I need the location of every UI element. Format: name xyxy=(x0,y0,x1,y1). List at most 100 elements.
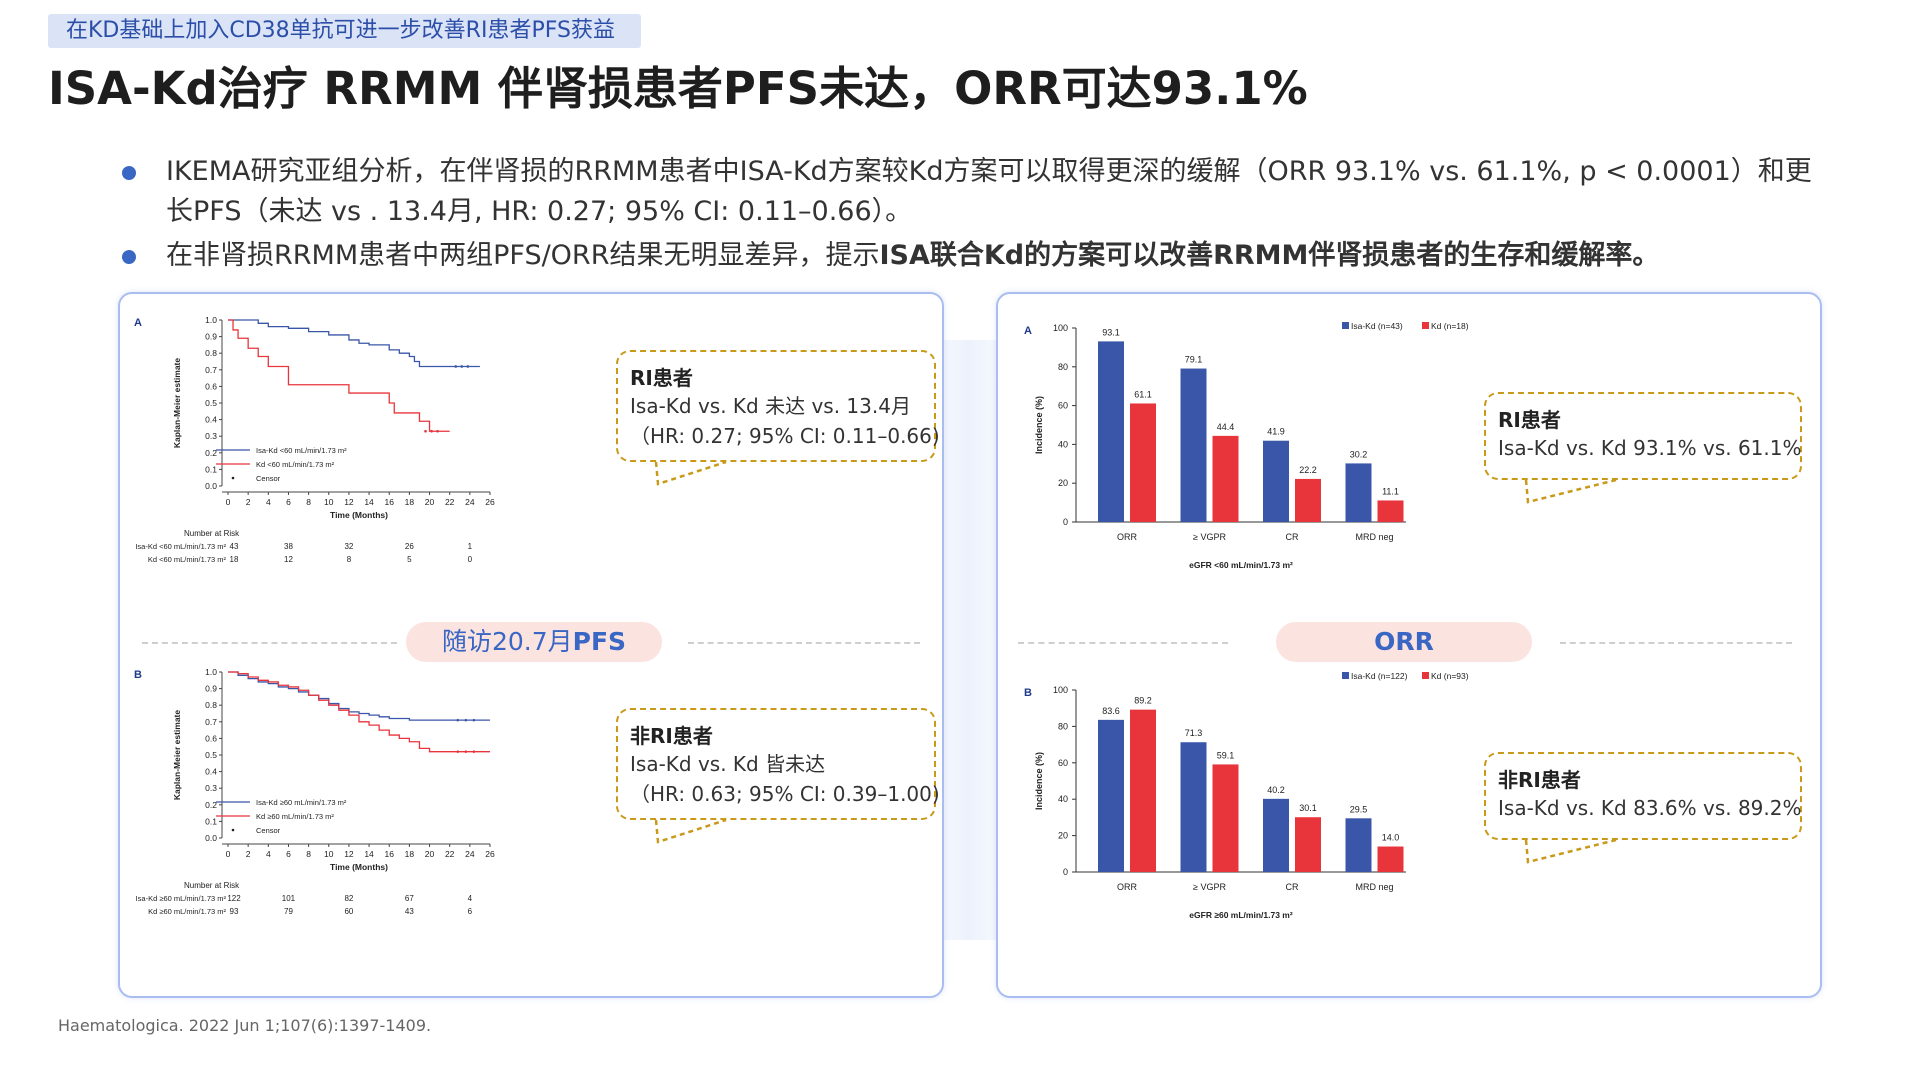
censor-mark xyxy=(436,429,439,433)
panel-connector xyxy=(940,340,996,940)
censor-mark xyxy=(460,365,464,368)
category-label: ≥ VGPR xyxy=(1193,882,1226,892)
divider-right xyxy=(688,642,920,644)
risk-value: 32 xyxy=(344,542,353,551)
category-label: MRD neg xyxy=(1355,882,1393,892)
y-tick-label: 0.9 xyxy=(205,332,217,342)
x-axis-title: Time (Months) xyxy=(330,862,388,872)
censor-mark xyxy=(456,718,460,722)
category-label: CR xyxy=(1286,532,1299,542)
km-curve-isa-kd xyxy=(228,319,480,368)
y-tick-label: 0.5 xyxy=(205,750,217,760)
legend-censor-icon xyxy=(231,828,235,832)
callout-heading: 非RI患者 xyxy=(630,724,713,748)
bar-kd xyxy=(1377,500,1404,522)
y-tick-label: 0.1 xyxy=(205,464,217,474)
risk-value: 43 xyxy=(405,907,414,916)
orr-pill: ORR xyxy=(1276,622,1532,662)
y-tick-label: 0.2 xyxy=(205,448,217,458)
bar-kd xyxy=(1295,478,1321,522)
x-axis-title: eGFR ≥60 mL/min/1.73 m² xyxy=(1189,910,1293,920)
risk-value: 82 xyxy=(344,894,353,903)
orr-panel: A 0 20 40 60 80 100 Incidence (%) 93.1 61.1 ORR 79.… xyxy=(996,292,1822,998)
y-tick-label: 0.4 xyxy=(205,415,217,425)
censor-mark xyxy=(472,718,476,722)
callout-heading: RI患者 xyxy=(630,366,693,390)
x-tick-label: 2 xyxy=(246,849,251,859)
callout-tail xyxy=(654,462,727,486)
bar-kd xyxy=(1295,817,1321,872)
category-label: CR xyxy=(1286,882,1299,892)
x-tick-label: 22 xyxy=(445,497,455,507)
callout-ri-pfs: RI患者 Isa-Kd vs. Kd 未达 vs. 13.4月 （HR: 0.2… xyxy=(616,350,940,462)
callout-heading: RI患者 xyxy=(1498,408,1561,432)
km-curve-kd xyxy=(228,671,490,753)
bar-isa-kd xyxy=(1098,341,1124,522)
risk-value: 101 xyxy=(282,894,296,903)
bullet-text-2-bold: ISA联合Kd的方案可以改善RRMM伴肾损患者的生存和缓解率。 xyxy=(879,240,1660,271)
y-tick-label: 0.5 xyxy=(205,398,217,408)
bar-kd xyxy=(1130,403,1156,522)
bar-isa-kd xyxy=(1345,463,1372,522)
bullet-list: IKEMA研究亚组分析，在伴肾损的RRMM患者中ISA-Kd方案较Kd方案可以取… xyxy=(120,152,1820,280)
x-tick-label: 20 xyxy=(425,497,435,507)
bar-value-label: 29.5 xyxy=(1350,804,1368,814)
callout-ri-orr: RI患者 Isa-Kd vs. Kd 93.1% vs. 61.1% xyxy=(1484,392,1802,480)
y-tick-label: 0.0 xyxy=(205,833,217,843)
risk-value: 0 xyxy=(468,555,473,564)
legend-censor-icon xyxy=(231,476,235,480)
risk-value: 1 xyxy=(468,542,473,551)
x-tick-label: 2 xyxy=(246,497,251,507)
callout-line: Isa-Kd vs. Kd 皆未达 xyxy=(630,752,826,776)
callout-tail xyxy=(1524,840,1617,864)
bar-kd xyxy=(1377,846,1404,872)
risk-value: 8 xyxy=(347,555,352,564)
x-tick-label: 12 xyxy=(344,497,354,507)
x-tick-label: 0 xyxy=(226,849,231,859)
bar-chart-a: A 0 20 40 60 80 100 Incidence (%) 93.1 61.1 ORR 79.… xyxy=(1024,321,1469,570)
risk-value: 38 xyxy=(284,542,293,551)
bullet-text-2-prefix: 在非肾损RRMM患者中两组PFS/ORR结果无明显差异，提示 xyxy=(166,240,880,271)
x-tick-label: 12 xyxy=(344,849,354,859)
legend-swatch xyxy=(1342,672,1349,679)
legend-swatch xyxy=(1422,672,1429,679)
legend-swatch xyxy=(1422,322,1429,329)
risk-value: 43 xyxy=(230,542,239,551)
y-tick-label: 0.8 xyxy=(205,700,217,710)
bar-value-label: 93.1 xyxy=(1102,327,1120,337)
km-chart-b: B0.00.10.20.30.40.50.60.70.80.91.00 2 4 6 8 1… xyxy=(134,667,495,916)
citation: Haematologica. 2022 Jun 1;107(6):1397-14… xyxy=(58,1016,432,1035)
legend-label: Kd (n=93) xyxy=(1431,672,1469,681)
x-tick-label: 16 xyxy=(384,849,394,859)
risk-value: 4 xyxy=(468,894,473,903)
y-tick-label: 0.8 xyxy=(205,348,217,358)
bar-value-label: 71.3 xyxy=(1185,728,1203,738)
km-curve-isa-kd xyxy=(228,671,490,721)
risk-value: 79 xyxy=(284,907,293,916)
callout-line: （HR: 0.63; 95% CI: 0.39–1.00) xyxy=(630,782,940,806)
censor-mark xyxy=(464,718,468,722)
legend-label: Isa-Kd (n=43) xyxy=(1351,321,1403,331)
legend-label: Kd ≥60 mL/min/1.73 m² xyxy=(256,812,334,821)
legend-label: Isa-Kd <60 mL/min/1.73 m² xyxy=(256,446,347,455)
x-tick-label: 0 xyxy=(226,497,231,507)
divider-left xyxy=(1018,642,1228,644)
bar-isa-kd xyxy=(1263,440,1289,522)
page-title: ISA-Kd治疗 RRMM 伴肾损患者PFS未达，ORR可达93.1% xyxy=(48,62,1308,115)
legend-label: Isa-Kd (n=122) xyxy=(1351,672,1408,681)
y-tick-label: 0.7 xyxy=(205,365,217,375)
bar-isa-kd xyxy=(1263,798,1289,872)
risk-value: 12 xyxy=(284,555,293,564)
y-tick-label: 0.9 xyxy=(205,684,217,694)
censor-mark xyxy=(466,365,470,368)
censor-mark xyxy=(430,429,433,433)
legend-swatch xyxy=(1342,322,1349,329)
panel-letter: A xyxy=(1024,325,1032,337)
bar-value-label: 44.4 xyxy=(1217,422,1235,432)
y-tick-label: 40 xyxy=(1058,439,1068,449)
y-tick-label: 60 xyxy=(1058,401,1068,411)
callout-line: （HR: 0.27; 95% CI: 0.11–0.66) xyxy=(630,424,940,448)
x-tick-label: 24 xyxy=(465,497,475,507)
bullet-dot-icon xyxy=(122,250,136,264)
risk-value: 67 xyxy=(405,894,414,903)
